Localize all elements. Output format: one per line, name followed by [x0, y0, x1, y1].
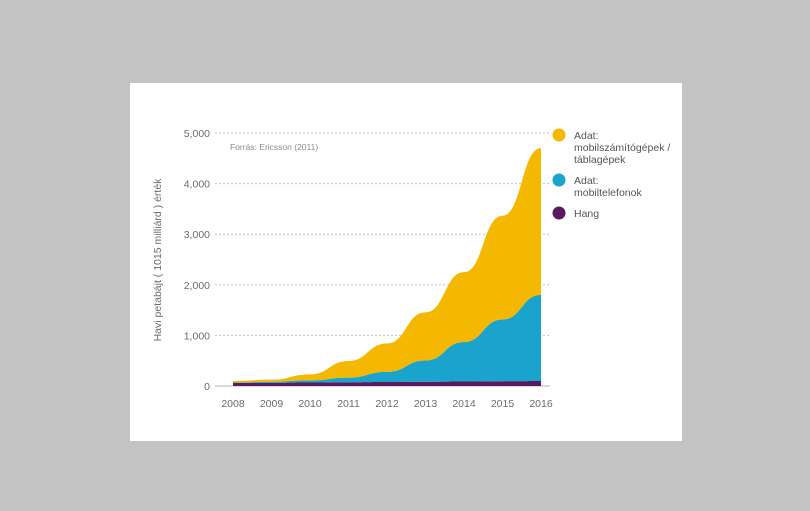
x-tick-label: 2008 — [221, 398, 245, 410]
area-series-3 — [233, 148, 541, 383]
legend-swatch — [552, 206, 566, 220]
area-series-2 — [233, 294, 541, 383]
legend: Adat:mobilszámítógépek /táblagépekAdat:m… — [552, 128, 670, 220]
x-tick-label: 2012 — [375, 398, 399, 410]
y-tick-labels: 0 1,000 2,000 3,000 4,000 5,000 — [184, 128, 210, 393]
legend-swatch — [552, 173, 566, 187]
legend-item: Adat:mobilszámítógépek /táblagépek — [552, 128, 670, 166]
x-tick-label: 2011 — [337, 398, 360, 410]
y-axis-label: Havi petabájt ( 1015 milliárd ) érték — [152, 178, 164, 342]
x-tick-label: 2014 — [452, 398, 476, 410]
x-tick-label: 2015 — [491, 398, 515, 410]
y-tick-label: 5,000 — [184, 128, 210, 140]
legend-item: Hang — [552, 206, 599, 220]
legend-label: Adat: — [574, 175, 599, 187]
y-tick-label: 4,000 — [184, 179, 210, 191]
y-tick-label: 2,000 — [184, 280, 210, 292]
legend-label: Hang — [574, 208, 599, 220]
legend-swatch — [552, 128, 566, 142]
x-tick-label: 2013 — [414, 398, 438, 410]
source-note: Forrás: Ericsson (2011) — [230, 142, 318, 152]
x-tick-label: 2016 — [529, 398, 553, 410]
y-tick-label: 1,000 — [184, 330, 210, 342]
chart-card: 0 1,000 2,000 3,000 4,000 5,000 2008 2009 2010 2… — [130, 83, 682, 441]
legend-item: Adat:mobiltelefonok — [552, 173, 642, 199]
x-tick-labels: 2008 2009 2010 2011 2012 2013 2014 2015 2016 — [221, 398, 553, 410]
area-series-1 — [233, 380, 541, 386]
legend-label: táblagépek — [574, 154, 626, 166]
x-tick-label: 2009 — [260, 398, 284, 410]
legend-label: mobiltelefonok — [574, 187, 642, 199]
area-series — [233, 148, 541, 386]
legend-label: mobilszámítógépek / — [574, 142, 670, 154]
legend-label: Adat: — [574, 130, 599, 142]
x-tick-label: 2010 — [298, 398, 322, 410]
y-tick-label: 0 — [204, 381, 210, 393]
y-tick-label: 3,000 — [184, 229, 210, 241]
